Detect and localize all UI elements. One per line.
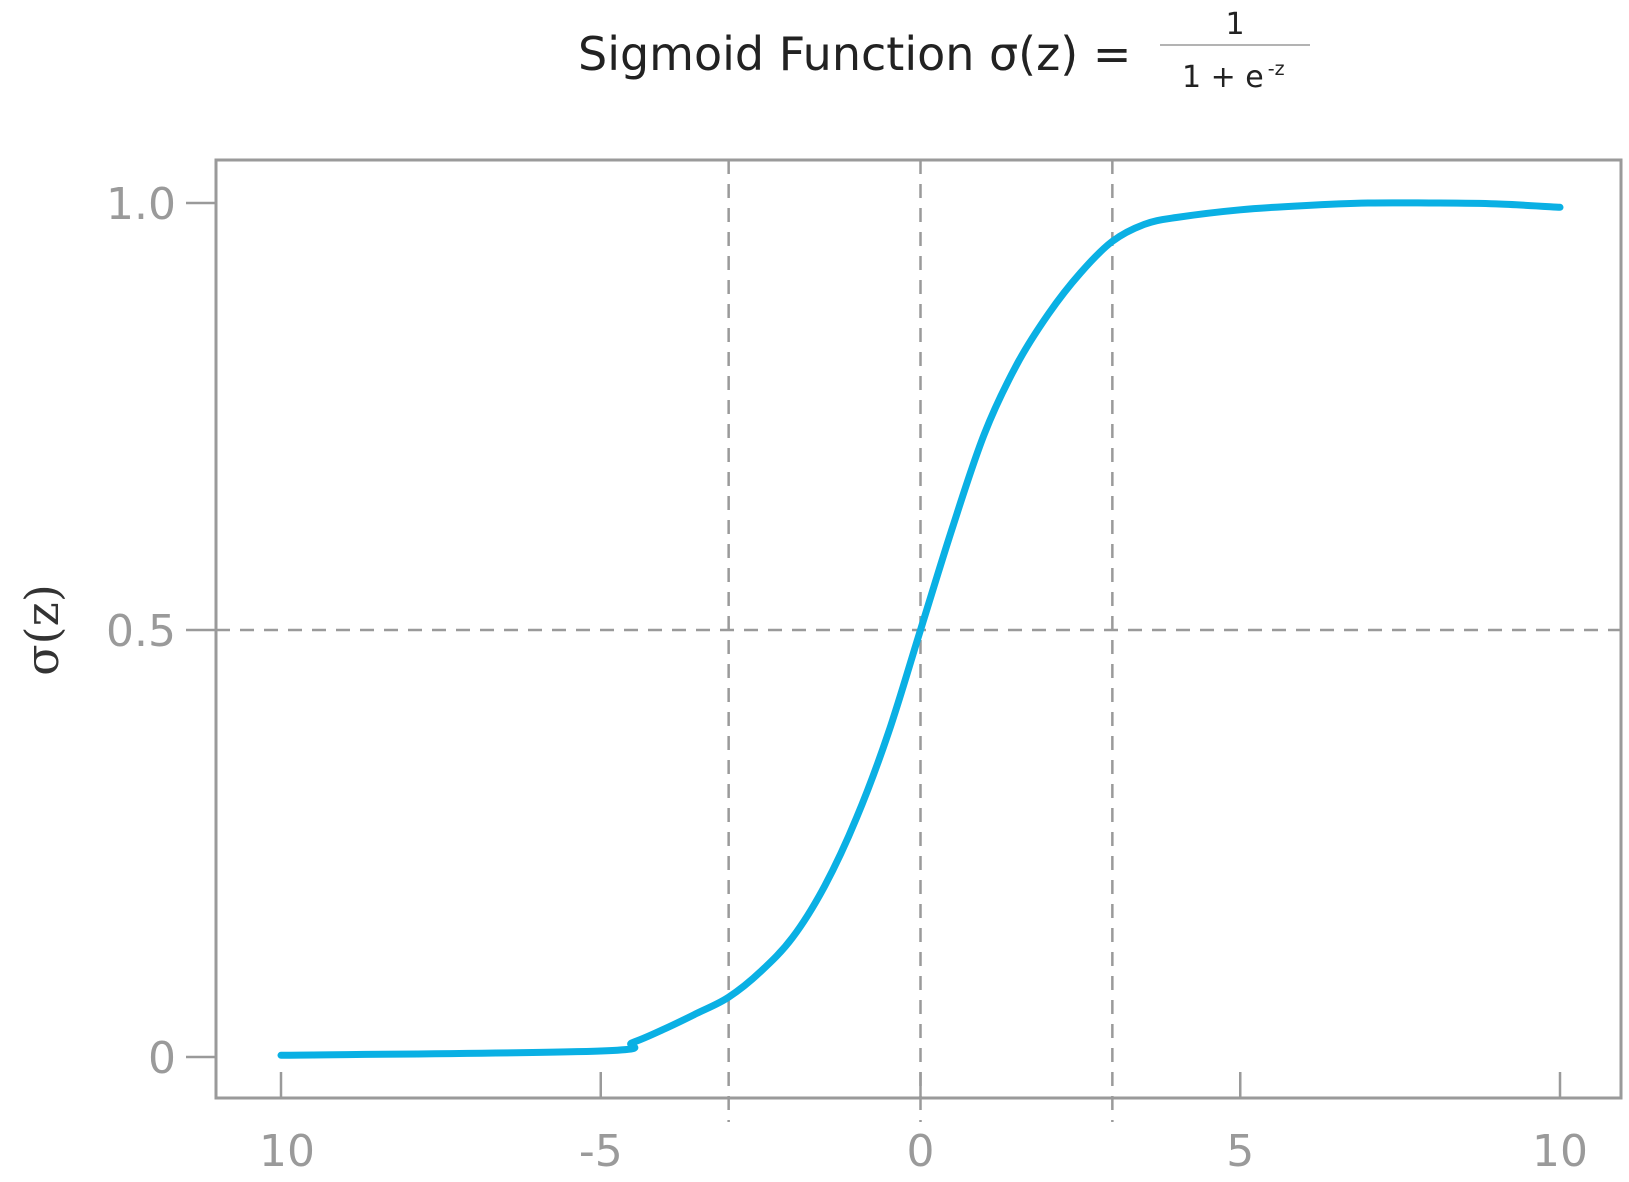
- formula-denominator-base: 1 + e: [1182, 60, 1264, 95]
- x-tick-label: 10: [1532, 1126, 1588, 1177]
- formula-denominator: 1 + e -z: [1182, 58, 1285, 95]
- x-tick-label: 0: [907, 1126, 935, 1177]
- formula-numerator: 1: [1225, 7, 1244, 42]
- sigmoid-curve: [277, 199, 1564, 1059]
- formula-exponent: -z: [1268, 58, 1285, 80]
- x-tick-label: -5: [579, 1126, 623, 1177]
- x-tick-label: 5: [1226, 1126, 1254, 1177]
- x-tick-label: 10: [259, 1126, 315, 1177]
- y-axis-label: σ(z): [15, 584, 69, 676]
- y-tick-label: 0: [148, 1033, 176, 1084]
- y-tick-label: 0.5: [106, 606, 176, 657]
- y-tick-label: 1.0: [106, 179, 176, 230]
- chart-title: Sigmoid Function σ(z) =: [578, 27, 1131, 81]
